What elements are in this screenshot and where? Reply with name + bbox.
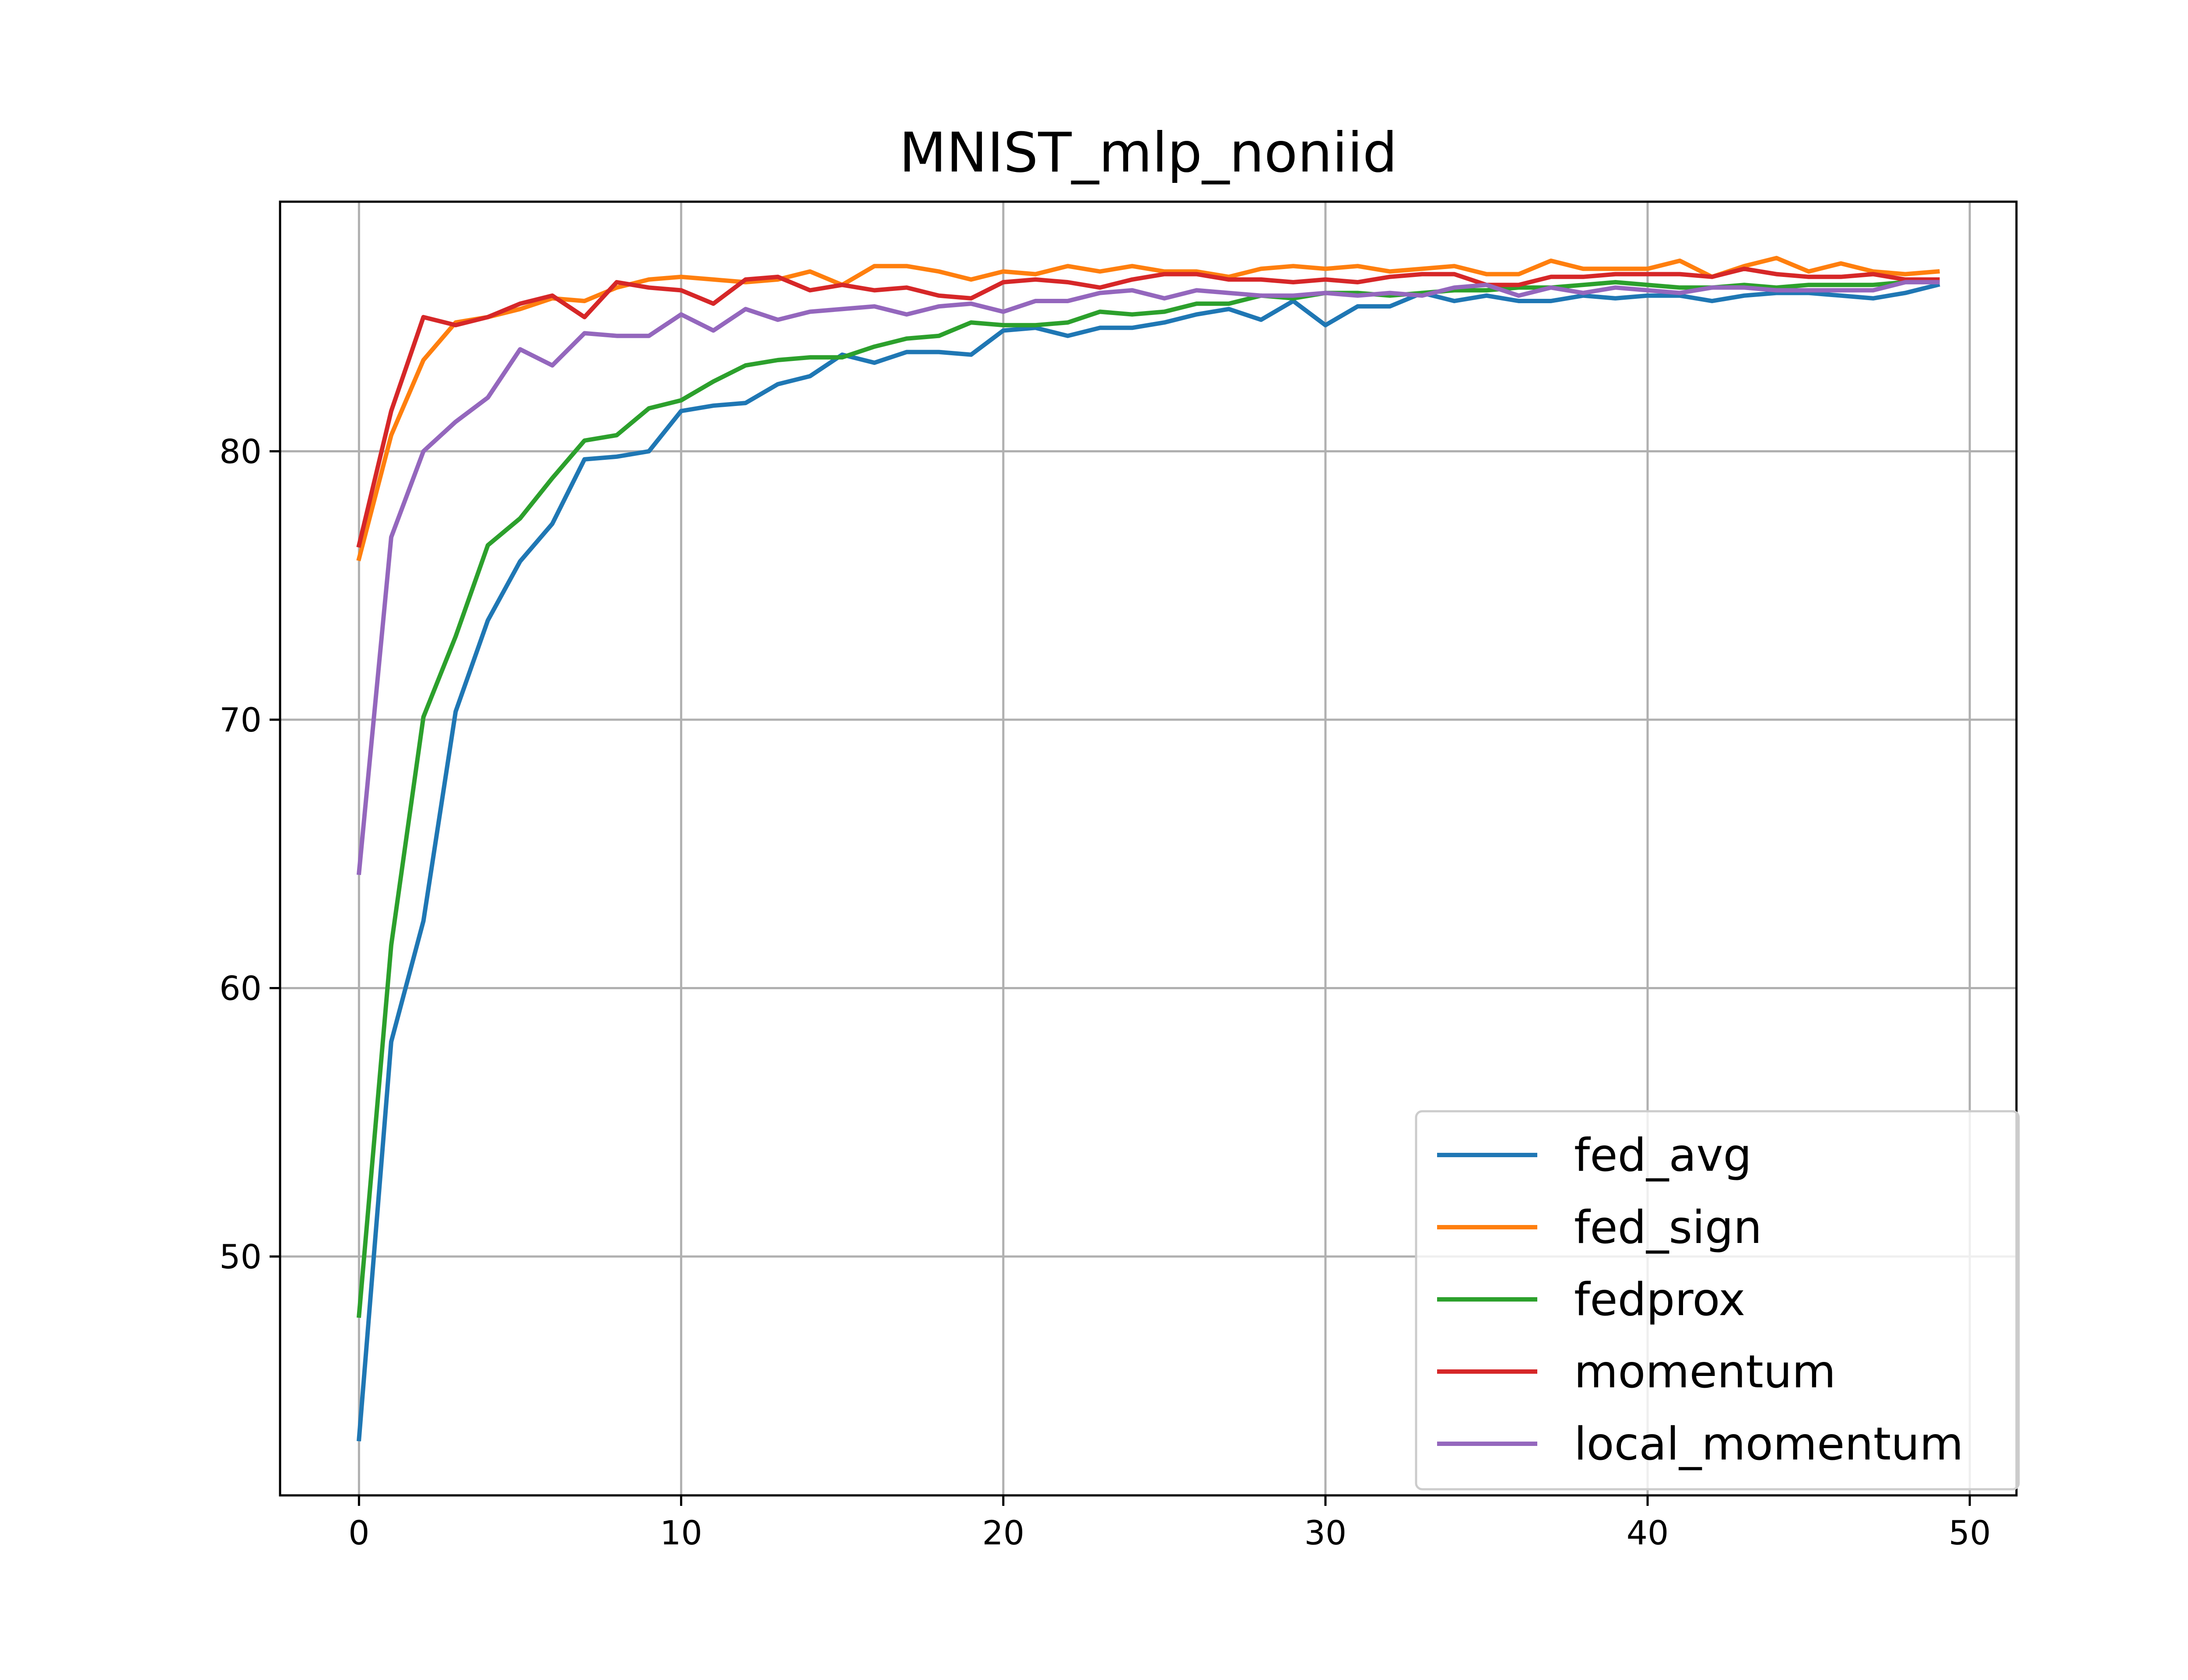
legend-label: fed_sign: [1574, 1201, 1762, 1254]
legend-label: local_momentum: [1574, 1418, 1964, 1470]
series-line-fed-sign: [356, 256, 1940, 562]
x-tick-label: 40: [1627, 1513, 1669, 1552]
y-tick-label: 80: [219, 432, 262, 471]
series-line-fedprox: [356, 280, 1940, 1318]
legend-label: fed_avg: [1574, 1129, 1752, 1182]
legend-box: [1415, 1110, 2020, 1491]
legend-label: momentum: [1574, 1346, 1836, 1398]
series-line-local-momentum: [356, 280, 1940, 875]
x-tick-label: 10: [660, 1513, 702, 1552]
y-tick-label: 60: [219, 969, 262, 1008]
plot-frame: [279, 200, 2018, 1497]
y-tick-label: 70: [219, 700, 262, 739]
chart-title: MNIST_mlp_noniid: [899, 121, 1398, 185]
axis-ticks: 0 10 20 30 40 50 50 60 70 80: [219, 432, 1991, 1552]
x-tick-label: 50: [1949, 1513, 1991, 1552]
series-line-fed-avg: [357, 282, 1940, 1442]
x-tick-label: 0: [348, 1513, 369, 1552]
series-line-momentum: [356, 266, 1940, 548]
y-tick-label: 50: [219, 1237, 262, 1276]
series-lines: [356, 256, 1940, 1442]
x-tick-label: 30: [1304, 1513, 1347, 1552]
x-tick-label: 20: [982, 1513, 1024, 1552]
legend-label: fedprox: [1574, 1274, 1745, 1326]
